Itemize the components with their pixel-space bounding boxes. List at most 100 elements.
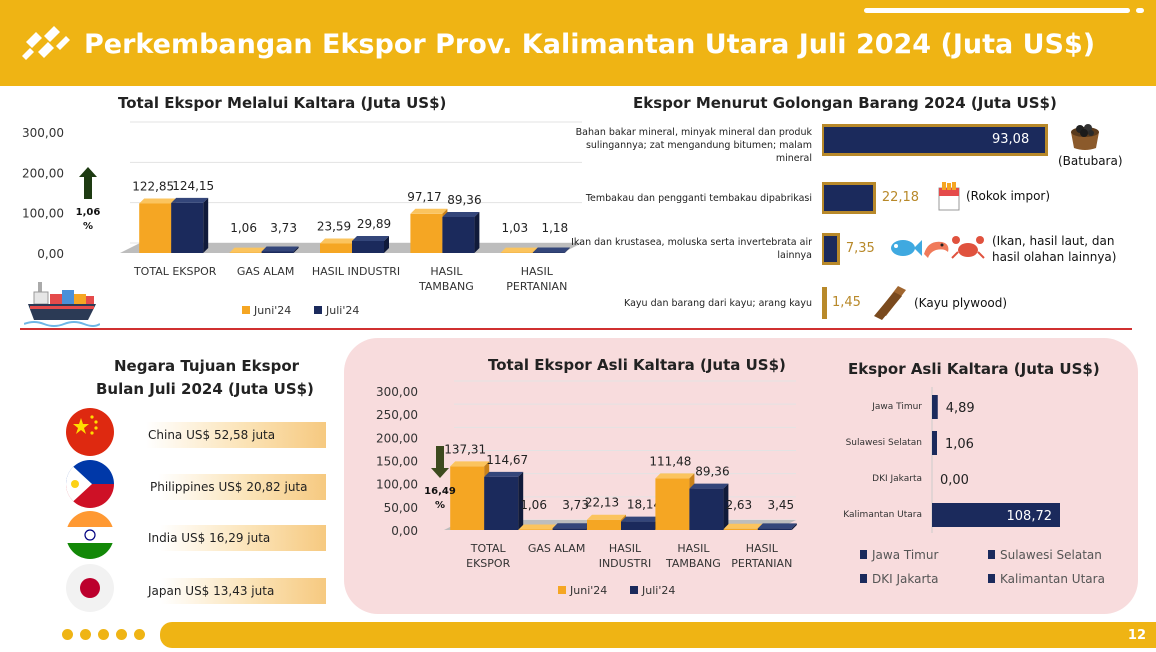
- bar-top: [352, 235, 389, 241]
- x-tick-label: EKSPOR: [466, 557, 510, 570]
- wilayah-bar: [932, 503, 1060, 527]
- footer-dot: [134, 629, 145, 640]
- bar-top: [450, 461, 490, 467]
- legend-label-juni: Juni'24: [253, 304, 291, 317]
- bar-juli: [484, 476, 519, 530]
- legend-swatch: [860, 574, 867, 583]
- negara-bar: [159, 525, 326, 551]
- golongan-note: (Rokok impor): [966, 189, 1051, 203]
- golongan-note: (Kayu plywood): [914, 296, 1008, 310]
- bar-top: [442, 211, 480, 217]
- x-tick-label: HASIL: [430, 265, 463, 278]
- x-tick-label: TAMBANG: [665, 557, 721, 570]
- bar-side: [518, 471, 524, 530]
- legend-label: Kalimantan Utara: [1000, 572, 1105, 586]
- data-label: 1,18: [541, 221, 568, 235]
- y-tick-label: 200,00: [22, 166, 64, 180]
- x-tick-label: PERTANIAN: [731, 557, 792, 570]
- bar-side: [293, 246, 299, 253]
- data-label: 3,73: [562, 498, 589, 512]
- y-tick-label: 250,00: [376, 408, 418, 422]
- wilayah-value-label: 108,72: [1007, 509, 1053, 524]
- crab-icon: [950, 232, 986, 266]
- bar-juni: [587, 519, 621, 530]
- wilayah-label: DKI Jakarta: [872, 474, 922, 484]
- bar-top: [410, 208, 448, 214]
- golongan-value-label: 22,18: [881, 190, 920, 205]
- bar-top: [689, 483, 729, 489]
- wilayah-value-label: 1,06: [945, 437, 974, 452]
- bar-top: [261, 246, 299, 252]
- golongan-category-label: Bahan bakar mineral, minyak mineral dan …: [575, 127, 812, 164]
- bar-juli: [442, 216, 475, 253]
- cigarette-pack-icon: [936, 180, 962, 216]
- coal-icon: [1068, 118, 1102, 156]
- legend-label: DKI Jakarta: [872, 572, 938, 586]
- bar-juni: [723, 528, 758, 530]
- footer-dot: [116, 629, 127, 640]
- chart-title-asli-wilayah: Ekspor Asli Kaltara (Juta US$): [848, 360, 1100, 378]
- bar-top: [757, 523, 797, 529]
- golongan-category-label: Kayu dan barang dari kayu; arang kayu: [624, 298, 812, 309]
- bar-juni: [139, 203, 172, 253]
- bar-side: [384, 235, 389, 253]
- bar-juni: [410, 213, 443, 253]
- data-label: 122,85: [132, 179, 174, 193]
- golongan-value-label: 93,08: [992, 132, 1030, 147]
- bar-top: [484, 471, 524, 477]
- bar-juli: [352, 240, 384, 253]
- page-title: Perkembangan Ekspor Prov. Kalimantan Uta…: [84, 29, 1096, 60]
- bar-side: [474, 211, 480, 253]
- data-label: 23,59: [317, 219, 351, 233]
- fish-icon: [888, 234, 922, 266]
- x-tick-label: HASIL: [677, 542, 710, 555]
- x-tick-label: TOTAL: [470, 542, 507, 555]
- data-label: 22,13: [585, 496, 619, 510]
- india-flag-icon: [66, 511, 114, 559]
- chart-title-negara-2: Bulan Juli 2024 (Juta US$): [96, 380, 314, 398]
- bar-juli: [552, 528, 587, 530]
- wilayah-label: Kalimantan Utara: [843, 510, 922, 520]
- data-label: 29,89: [357, 217, 391, 231]
- data-label: 2,63: [725, 498, 752, 512]
- golongan-note: (Batubara): [1058, 154, 1123, 168]
- legend-label-juli: Juli'24: [325, 304, 359, 317]
- golongan-note: (Ikan, hasil laut, dan hasil olahan lain…: [992, 234, 1117, 264]
- golongan-value-label: 1,45: [832, 295, 861, 310]
- golongan-category-label: Tembakau dan pengganti tembakau dipabrik…: [585, 193, 812, 204]
- trend-up-arrow-icon: [79, 167, 97, 199]
- ekspor-asli-chart: 0,00 50,00 100,00 150,00 200,00 250,00 300,00 1…: [376, 380, 797, 597]
- legend-label: Jawa Timur: [871, 548, 938, 562]
- bar-top: [139, 198, 177, 204]
- legend-swatch: [988, 550, 995, 559]
- bar-side: [723, 483, 729, 530]
- footer-bar: [160, 622, 1156, 648]
- bar-side: [564, 247, 570, 253]
- japan-flag-icon: [66, 564, 114, 612]
- bar-top: [723, 523, 763, 529]
- negara-label: Philippines US$ 20,82 juta: [150, 480, 308, 494]
- chart-title-negara-1: Negara Tujuan Ekspor: [114, 357, 300, 375]
- header-bar: Perkembangan Ekspor Prov. Kalimantan Uta…: [0, 0, 1156, 86]
- data-label: 89,36: [695, 465, 729, 479]
- bar-top: [552, 523, 592, 529]
- data-label: 3,73: [270, 221, 297, 235]
- x-tick-label: GAS ALAM: [237, 265, 294, 278]
- data-label: 111,48: [649, 454, 691, 468]
- negara-bar: [146, 422, 326, 448]
- change-annotation: 1,06: [76, 207, 101, 218]
- golongan-bar: [822, 233, 840, 265]
- header-decor-line: [864, 8, 1130, 13]
- negara-label: China US$ 52,58 juta: [148, 428, 276, 442]
- y-tick-label: 100,00: [22, 207, 64, 221]
- x-tick-label: INDUSTRI: [599, 557, 652, 570]
- shrimp-icon: [920, 236, 952, 266]
- bar-top: [518, 524, 558, 530]
- y-tick-label: 50,00: [384, 501, 418, 515]
- bar-juni: [655, 478, 690, 530]
- change-annotation-unit: %: [83, 221, 93, 232]
- change-annotation-unit: %: [435, 500, 445, 511]
- section-divider: [20, 328, 1132, 330]
- x-tick-label: TOTAL EKSPOR: [133, 265, 217, 278]
